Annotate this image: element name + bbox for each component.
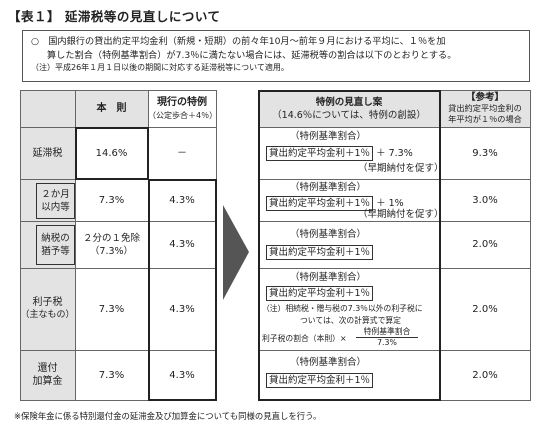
note-line-3: （注）平成26年１月１日以後の期間に対応する延滞税等について適用。 (31, 63, 289, 72)
row-label-rishizei: 利子税 （主なもの） (20, 297, 75, 320)
ref-value: 2.0% (472, 369, 498, 381)
bullet-icon: ○ (31, 36, 40, 47)
formula-row-2: 貸出約定平均金利＋1％ ＋ 1% (266, 196, 404, 211)
row-label-entaizei: 延滞税 (32, 147, 63, 159)
condition-note: ○ 国内銀行の貸出約定平均金利（新規・短期）の前々年10月～前年９月における平均… (22, 30, 530, 82)
ref-value: 3.0% (472, 194, 498, 206)
special-base-label: （特例基準割合） (290, 229, 367, 240)
formula-row-1: 貸出約定平均金利＋1％ ＋ 7.3% (266, 146, 413, 161)
early-payment-note: （早期納付を促す） (358, 209, 444, 220)
header-reference: 【参考】 貸出約定平均金利の 年平均が１％の場合 (448, 92, 522, 124)
note-line-1: ○ 国内銀行の貸出約定平均金利（新規・短期）の前々年10月～前年９月における平均… (31, 36, 446, 47)
cell-honsoku-2months: 7.3% (98, 194, 125, 206)
header-current-special: 現行の特例 （公定歩合＋4％） (148, 96, 218, 120)
cell-tokurei-rishizei: 4.3% (169, 303, 195, 315)
header-honsoku: 本 則 (96, 103, 127, 114)
special-base-label: （特例基準割合） (290, 272, 367, 283)
cell-tokurei-kanpu: 4.3% (169, 369, 195, 381)
right-arrow-icon (223, 205, 249, 300)
cell-honsoku-entaizei: 14.6% (95, 147, 128, 159)
row-label-2months: ２か月 以内等 (41, 189, 70, 213)
cell-tokurei-entaizei: － (177, 147, 187, 159)
formula-row-4: 貸出約定平均金利＋1％ (266, 286, 374, 301)
rishizei-note-line-2: ついては、次の計算式で算定 (300, 316, 401, 325)
row-label-kanpu: 還付 加算金 (32, 363, 63, 387)
cell-honsoku-kanpu: 7.3% (98, 369, 125, 381)
ref-value: 2.0% (472, 303, 498, 315)
ref-value: 2.0% (472, 239, 498, 250)
note-line-2: 算した割合（特例基準割合）が7.3％に満たない場合には、延滞税等の割合は以下のと… (47, 49, 457, 61)
special-base-label: （特例基準割合） (290, 182, 367, 193)
cell-tokurei-grace: 4.3% (169, 239, 195, 250)
footer-note: ※保険年金に係る特別還付金の延滞金及び加算金についても同様の見直しを行う。 (14, 411, 322, 421)
formula-row-3: 貸出約定平均金利＋1％ (266, 245, 374, 260)
rishizei-note-line-1: （注）相続税・贈与税の7.3％以外の利子税に (262, 304, 423, 313)
page-title: 【表１】 延滞税等の見直しについて (8, 9, 221, 24)
row-label-grace: 納税の 猶予等 (41, 233, 70, 257)
ref-value: 9.3% (472, 147, 498, 159)
formula-row-5: 貸出約定平均金利＋1％ (266, 373, 374, 388)
cell-honsoku-grace: ２分の１免除 （7.3%） (82, 232, 140, 257)
calc-left: 利子税の割合（本則）× (262, 334, 347, 343)
special-base-label: （特例基準割合） (290, 131, 367, 142)
cell-honsoku-rishizei: 7.3% (98, 303, 125, 315)
cell-tokurei-2months: 4.3% (169, 194, 195, 206)
special-base-label: （特例基準割合） (290, 357, 367, 368)
calc-fraction: 特例基準割合 7.3% (356, 327, 418, 348)
header-proposal: 特例の見直し案 （14.6％については、特例の創設） (272, 96, 426, 121)
early-payment-note: （早期納付を促す） (358, 163, 444, 174)
